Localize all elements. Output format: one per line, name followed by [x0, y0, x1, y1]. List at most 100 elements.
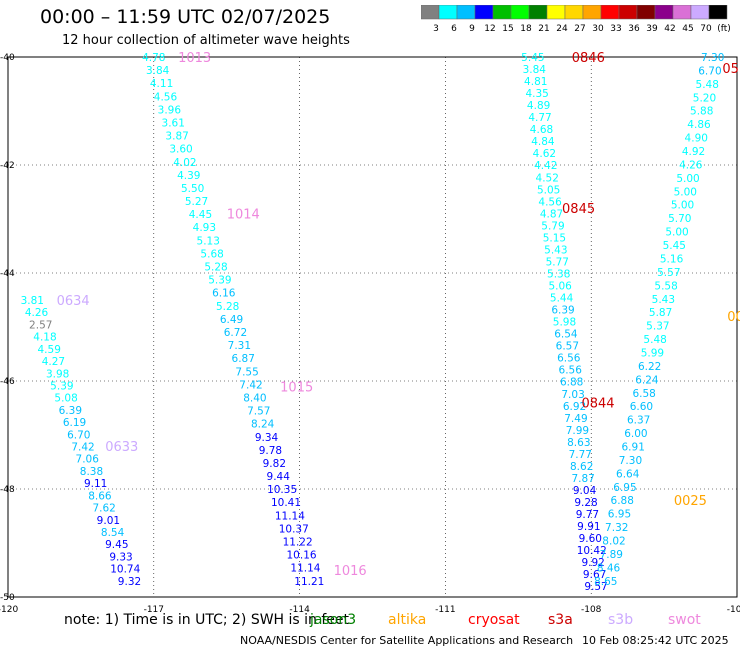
wave-height-value: 5.27 — [185, 196, 208, 208]
wave-height-value: 7.87 — [571, 473, 594, 485]
color-scale-tick: 12 — [484, 24, 495, 34]
wave-height-value: 7.77 — [569, 449, 592, 461]
wave-height-value: 4.86 — [687, 119, 711, 131]
units-note: note: 1) Time is in UTC; 2) SWH is in fe… — [64, 612, 350, 628]
wave-height-value: 5.00 — [676, 173, 699, 185]
wave-height-value: 8.40 — [243, 392, 266, 404]
wave-height-value: 2.57 — [29, 319, 52, 331]
wave-height-value: 11.22 — [283, 537, 313, 549]
wave-height-value: 9.82 — [263, 458, 286, 470]
x-tick-label: -108 — [581, 605, 602, 615]
track-time-label: 1015 — [280, 380, 313, 395]
color-scale-tick: 45 — [682, 24, 693, 34]
wave-height-value: 9.32 — [118, 576, 141, 588]
wave-height-value: 11.21 — [294, 576, 324, 588]
wave-height-value: 4.45 — [189, 209, 212, 221]
wave-height-value: 7.99 — [566, 425, 589, 437]
wave-height-value: 5.58 — [654, 280, 677, 292]
wave-height-value: 9.67 — [583, 569, 606, 581]
color-scale-tick: 24 — [556, 24, 568, 34]
track-time-label: 0025 — [674, 494, 707, 509]
satellite-label-jason3: jason3 — [310, 612, 357, 628]
track-time-label: 1013 — [178, 51, 211, 66]
wave-height-value: 5.70 — [668, 213, 691, 225]
wave-height-value: 5.79 — [541, 220, 564, 232]
wave-height-value: 9.28 — [574, 497, 597, 509]
track-time-label: 0846 — [572, 51, 605, 66]
color-scale-tick: 70 — [700, 24, 712, 34]
track-time-label: 0633 — [105, 440, 138, 455]
wave-height-value: 8.38 — [80, 466, 103, 478]
wave-height-value: 5.43 — [544, 244, 567, 256]
color-scale-tick: 27 — [574, 24, 585, 34]
wave-height-value: 6.88 — [560, 377, 583, 389]
wave-height-value: 7.32 — [605, 522, 628, 534]
track-time-label: 05 — [722, 62, 739, 77]
x-tick-label: -111 — [435, 605, 455, 615]
color-scale-tick: 33 — [610, 24, 621, 34]
wave-height-value: 3.84 — [523, 64, 547, 76]
wave-height-value: 8.02 — [602, 536, 625, 548]
wave-height-value: 5.20 — [693, 92, 716, 104]
wave-height-value: 8.63 — [567, 437, 590, 449]
wave-height-value: 6.16 — [212, 288, 236, 300]
wave-height-value: 5.37 — [646, 321, 669, 333]
wave-height-value: 5.50 — [181, 183, 204, 195]
wave-height-value: 5.00 — [674, 186, 697, 198]
wave-height-value: 4.78 — [142, 52, 165, 64]
wave-height-value: 5.48 — [643, 334, 666, 346]
wave-height-value: 4.62 — [533, 148, 556, 160]
wave-height-value: 6.70 — [698, 65, 721, 77]
wave-height-value: 6.72 — [224, 327, 247, 339]
wave-height-value: 7.89 — [600, 549, 623, 561]
wave-height-value: 7.62 — [92, 503, 115, 515]
wave-height-value: 6.92 — [563, 401, 586, 413]
wave-height-value: 4.35 — [525, 88, 548, 100]
wave-height-value: 3.96 — [158, 104, 182, 116]
wave-height-value: 7.03 — [561, 389, 584, 401]
wave-height-value: 9.78 — [259, 445, 282, 457]
satellite-label-swot: swot — [668, 612, 701, 628]
wave-height-value: 6.56 — [559, 365, 583, 377]
wave-height-value: 4.68 — [530, 124, 553, 136]
wave-height-value: 6.95 — [613, 482, 636, 494]
track-time-label: 1014 — [227, 208, 260, 223]
wave-height-value: 5.13 — [197, 235, 220, 247]
color-scale-tick: 3 — [433, 24, 439, 34]
wave-height-value: 7.55 — [235, 366, 258, 378]
wave-height-value: 6.87 — [232, 353, 255, 365]
x-tick-label: -114 — [289, 605, 310, 615]
wave-height-value: 3.98 — [46, 368, 69, 380]
wave-height-value: 10.37 — [279, 523, 309, 535]
wave-height-value: 10.42 — [577, 545, 607, 557]
wave-height-value: 5.08 — [54, 393, 77, 405]
satellite-label-s3b: s3b — [608, 612, 634, 628]
wave-height-value: 5.38 — [547, 268, 570, 280]
track-time-label: 00 — [727, 310, 740, 325]
wave-height-value: 6.54 — [554, 329, 578, 341]
wave-height-value: 5.48 — [696, 79, 719, 91]
wave-height-value: 4.92 — [682, 146, 705, 158]
wave-height-value: 4.89 — [527, 100, 550, 112]
wave-height-value: 9.91 — [577, 521, 600, 533]
y-tick-label: -42 — [0, 161, 15, 171]
wave-height-value: 4.84 — [531, 136, 555, 148]
wave-height-value: 5.43 — [652, 294, 675, 306]
wave-height-value: 4.59 — [38, 344, 61, 356]
track-time-label: 0844 — [581, 397, 614, 412]
wave-height-value: 8.24 — [251, 419, 275, 431]
wave-height-value: 5.57 — [657, 267, 680, 279]
wave-height-value: 5.88 — [690, 106, 713, 118]
y-tick-label: -46 — [0, 377, 15, 387]
wave-height-value: 3.84 — [146, 65, 170, 77]
wave-height-value: 7.30 — [701, 52, 724, 64]
generation-timestamp: 10 Feb 08:25:42 UTC 2025 — [582, 634, 729, 647]
credit-line: NOAA/NESDIS Center for Satellite Applica… — [240, 634, 574, 647]
y-tick-label: -50 — [0, 593, 15, 603]
x-tick-label: -105 — [727, 605, 740, 615]
wave-height-value: 3.60 — [169, 144, 192, 156]
wave-height-value: 9.45 — [105, 539, 128, 551]
satellite-label-s3a: s3a — [548, 612, 573, 628]
wave-height-value: 4.11 — [150, 78, 173, 90]
wave-height-value: 7.06 — [76, 454, 100, 466]
